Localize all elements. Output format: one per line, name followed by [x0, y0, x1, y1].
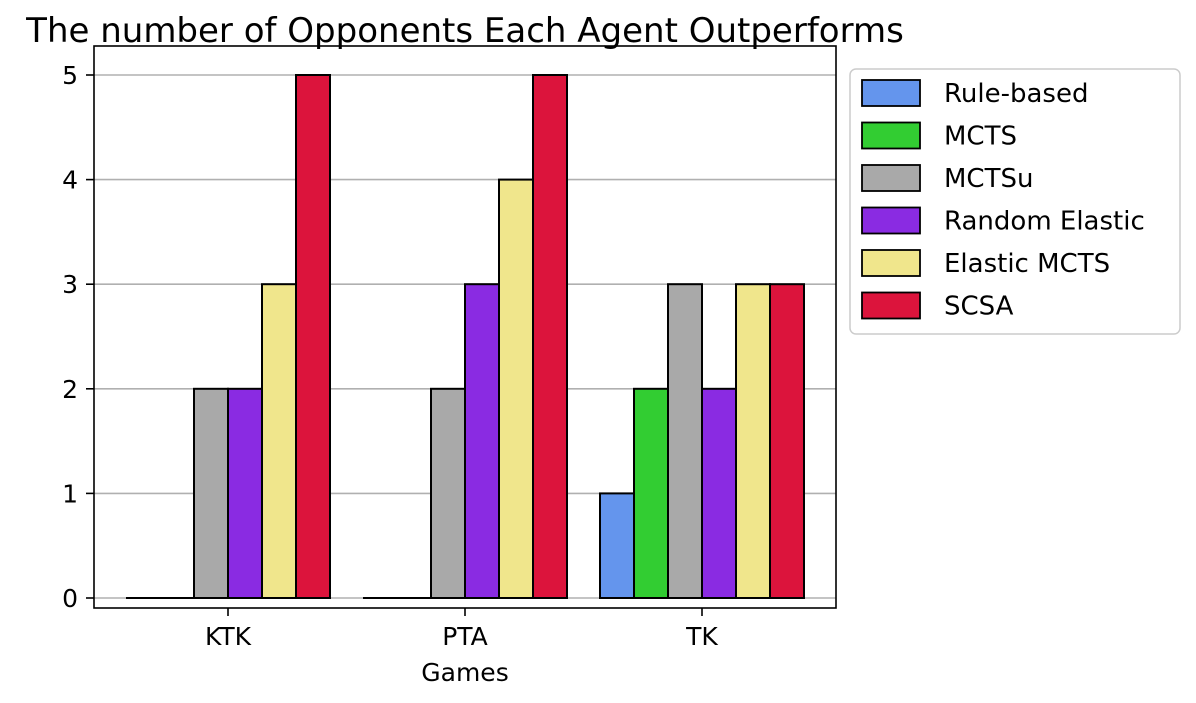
y-tick-label: 0	[62, 584, 78, 613]
bars	[126, 74, 805, 599]
x-axis-ticks: KTK PTA TK	[205, 608, 718, 651]
x-axis-label: Games	[421, 658, 508, 687]
legend-swatch	[861, 249, 921, 277]
y-tick-label: 3	[62, 270, 78, 299]
bar	[227, 387, 263, 599]
legend-swatch	[861, 164, 921, 192]
legend-swatch	[861, 79, 921, 107]
bar	[769, 283, 805, 599]
bar	[599, 492, 635, 599]
bar	[430, 387, 466, 599]
legend-label: Rule-based	[944, 79, 1088, 109]
bar	[735, 283, 771, 599]
y-tick-label: 2	[62, 375, 78, 404]
bar	[193, 387, 229, 599]
bar	[261, 283, 297, 599]
legend-label: MCTS	[944, 122, 1017, 152]
y-tick-label: 1	[62, 479, 78, 508]
legend-swatch	[861, 291, 921, 320]
legend-label: MCTSu	[944, 164, 1033, 194]
bar	[701, 387, 737, 599]
legend: Rule-based MCTS MCTSu Random Elastic Elastic…	[849, 68, 1181, 335]
bar	[464, 283, 500, 599]
legend-label: Random Elastic	[944, 207, 1145, 237]
bar	[633, 387, 669, 599]
bar	[498, 178, 534, 599]
chart-title: The number of Opponents Each Agent Outpe…	[25, 11, 904, 51]
y-tick-label: 4	[62, 166, 78, 195]
y-tick-label: 5	[62, 61, 78, 90]
bar	[532, 74, 568, 599]
y-axis-ticks: 0 1 2 3 4 5	[62, 61, 94, 613]
legend-swatch	[861, 121, 921, 150]
x-tick-label: PTA	[442, 622, 488, 651]
bar	[295, 74, 331, 599]
legend-label: SCSA	[944, 292, 1014, 322]
legend-swatch	[861, 206, 921, 235]
bar	[667, 283, 703, 599]
legend-frame	[849, 68, 1181, 335]
x-tick-label: TK	[685, 622, 718, 651]
legend-label: Elastic MCTS	[944, 249, 1110, 279]
x-tick-label: KTK	[205, 622, 252, 651]
